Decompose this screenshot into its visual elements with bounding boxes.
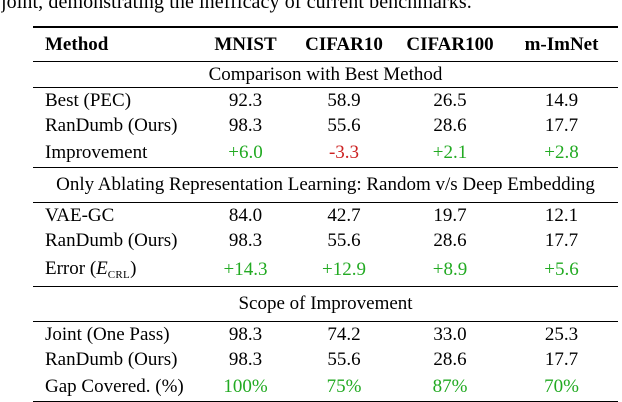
section-title-scope: Scope of Improvement	[33, 287, 618, 322]
value-cell: 58.9	[327, 89, 361, 111]
section-title-ablation: Only Ablating Representation Learning: R…	[33, 168, 618, 203]
value-cell: -3.3	[328, 141, 360, 163]
value-cell: +14.3	[223, 258, 268, 280]
value-cell: 33.0	[433, 324, 467, 345]
column-header-method: Method	[45, 33, 109, 55]
method-cell: RanDumb (Ours)	[45, 114, 178, 136]
method-cell: Improvement	[45, 141, 148, 163]
column-header-m-imnet: m-ImNet	[524, 33, 599, 55]
method-cell: Gap Covered. (%)	[45, 375, 184, 397]
cropped-caption-line: joint, demonstrating the inefficacy of c…	[1, 0, 621, 14]
method-cell: VAE-GC	[45, 204, 115, 226]
error-symbol-E: E	[96, 258, 108, 279]
value-cell: 55.6	[327, 349, 361, 370]
column-header-mnist: MNIST	[214, 33, 277, 55]
table-row-gap-covered: Gap Covered. (%) 100% 75% 87% 70%	[33, 372, 618, 402]
value-cell: 55.6	[327, 229, 361, 251]
value-cell: 87%	[432, 375, 468, 397]
table-row-randumb-3: RanDumb (Ours) 98.3 55.6 28.6 17.7	[33, 348, 618, 372]
method-cell: RanDumb (Ours)	[45, 229, 178, 251]
value-cell: 28.6	[433, 114, 467, 136]
value-cell: 75%	[326, 375, 362, 397]
value-cell: 17.7	[544, 349, 579, 370]
error-label-prefix: Error (	[45, 258, 97, 279]
value-cell: 14.9	[544, 89, 579, 111]
column-header-cifar10: CIFAR10	[305, 33, 383, 55]
method-cell: Joint (One Pass)	[45, 324, 170, 345]
value-cell: 28.6	[433, 349, 467, 370]
value-cell: +2.8	[544, 141, 579, 163]
caption-text: joint, demonstrating the inefficacy of c…	[1, 0, 472, 13]
method-cell: RanDumb (Ours)	[45, 349, 178, 370]
value-cell: 100%	[223, 375, 268, 397]
value-cell: 17.7	[544, 114, 579, 136]
results-table: Method MNIST CIFAR10 CIFAR100 m-ImNet Co…	[33, 26, 618, 402]
value-cell: 19.7	[433, 204, 467, 226]
table-row-randumb-2: RanDumb (Ours) 98.3 55.6 28.6 17.7	[33, 228, 618, 253]
table-row-error-ecrl: Error (ECRL) +14.3 +12.9 +8.9 +5.6	[33, 253, 618, 287]
value-cell: 98.3	[228, 324, 263, 345]
value-cell: 98.3	[228, 114, 263, 136]
value-cell: +8.9	[432, 258, 468, 280]
table-row-improvement: Improvement +6.0 -3.3 +2.1 +2.8	[33, 138, 618, 168]
table-row-randumb-1: RanDumb (Ours) 98.3 55.6 28.6 17.7	[33, 113, 618, 138]
table-row-best-pec: Best (PEC) 92.3 58.9 26.5 14.9	[33, 88, 618, 113]
method-cell-error-ecrl: Error (ECRL)	[33, 258, 198, 281]
column-header-cifar100: CIFAR100	[406, 33, 494, 55]
table-header-row: Method MNIST CIFAR10 CIFAR100 m-ImNet	[33, 26, 618, 62]
value-cell: 17.7	[544, 229, 579, 251]
value-cell: 84.0	[228, 204, 263, 226]
table-row-joint: Joint (One Pass) 98.3 74.2 33.0 25.3	[33, 322, 618, 348]
value-cell: 12.1	[544, 204, 579, 226]
value-cell: 70%	[544, 375, 579, 397]
value-cell: +12.9	[322, 258, 366, 280]
value-cell: 74.2	[327, 324, 361, 345]
method-cell: Best (PEC)	[45, 89, 132, 111]
value-cell: +2.1	[432, 141, 468, 163]
value-cell: 98.3	[228, 229, 263, 251]
value-cell: 98.3	[228, 349, 263, 370]
value-cell: +5.6	[544, 258, 579, 280]
value-cell: 55.6	[327, 114, 361, 136]
value-cell: 26.5	[433, 89, 467, 111]
value-cell: 42.7	[327, 204, 361, 226]
value-cell: 92.3	[228, 89, 263, 111]
value-cell: 25.3	[544, 324, 579, 345]
section-title-comparison: Comparison with Best Method	[33, 62, 618, 88]
error-label-suffix: )	[130, 258, 137, 279]
table-row-vae-gc: VAE-GC 84.0 42.7 19.7 12.1	[33, 203, 618, 228]
value-cell: 28.6	[433, 229, 467, 251]
error-subscript-crl: CRL	[107, 269, 131, 281]
value-cell: +6.0	[228, 141, 263, 163]
